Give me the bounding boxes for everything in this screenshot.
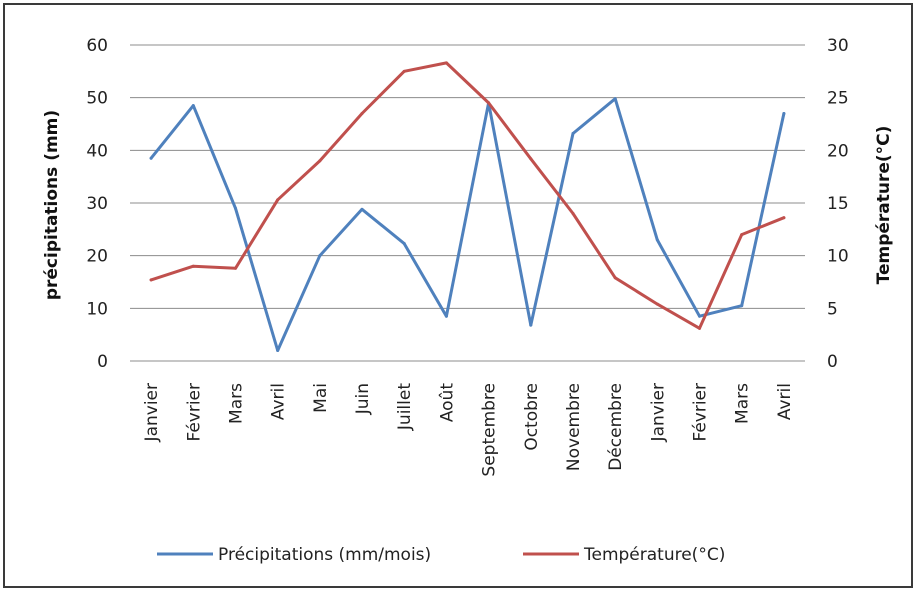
category-label: Septembre [480, 383, 500, 477]
temperature-point [444, 61, 448, 65]
right-tick-label: 30 [827, 36, 849, 56]
series-lines [149, 61, 786, 352]
temperature-point [571, 212, 575, 216]
category-axis-labels: Janvier Février Mars Avril Mai Juin Juillet Aoû… [142, 383, 795, 477]
category-label: Avril [269, 383, 289, 420]
precipitations-point [233, 206, 237, 210]
temperature-point [487, 101, 491, 105]
precipitations-point [698, 314, 702, 318]
temperature-point [318, 159, 322, 163]
right-tick-label: 20 [827, 141, 849, 161]
precipitations-point [529, 323, 533, 327]
category-label: Janvier [648, 383, 668, 442]
right-tick-label: 15 [827, 194, 849, 214]
category-label: Mars [733, 383, 753, 424]
category-label: Juin [353, 383, 373, 415]
precipitations-point [444, 314, 448, 318]
left-tick-label: 60 [86, 36, 108, 56]
temperature-point [149, 278, 153, 282]
right-tick-label: 10 [827, 247, 849, 267]
temperature-point [529, 157, 533, 161]
temperature-point [402, 69, 406, 73]
category-label: Août [437, 383, 457, 423]
precipitations-point [782, 111, 786, 115]
left-tick-label: 50 [86, 89, 108, 109]
category-label: Avril [775, 383, 795, 420]
temperature-line [149, 61, 786, 330]
precipitations-line [149, 97, 786, 352]
right-tick-label: 25 [827, 89, 849, 109]
precipitations-point [613, 97, 617, 101]
right-tick-label: 5 [827, 299, 838, 319]
precipitations-point [740, 304, 744, 308]
temperature-point [698, 326, 702, 330]
left-tick-label: 0 [97, 352, 108, 372]
temperature-point [360, 111, 364, 115]
precipitations-point [360, 207, 364, 211]
precipitations-point [191, 104, 195, 108]
temperature-point [191, 264, 195, 268]
temperature-point [782, 216, 786, 220]
legend: Précipitations (mm/mois) Température(°C) [157, 545, 725, 565]
precipitations-point [571, 131, 575, 135]
right-axis-title: Température(°C) [874, 126, 894, 285]
category-label: Janvier [142, 383, 162, 442]
left-tick-label: 40 [86, 141, 108, 161]
temperature-point [233, 266, 237, 270]
left-axis-ticks: 0 10 20 30 40 50 60 [86, 36, 108, 372]
temperature-point [740, 233, 744, 237]
precipitations-point [402, 242, 406, 246]
category-label: Novembre [564, 383, 584, 471]
category-label: Février [691, 383, 711, 442]
precipitations-point [276, 348, 280, 352]
right-tick-label: 0 [827, 352, 838, 372]
left-tick-label: 30 [86, 194, 108, 214]
precipitations-point [655, 238, 659, 242]
precipitations-point [149, 156, 153, 160]
category-label: Juillet [395, 383, 415, 431]
temperature-point [655, 302, 659, 306]
category-label: Mai [311, 383, 331, 413]
chart-frame: 0 10 20 30 40 50 60 0 5 10 15 20 25 30 Janvier Févrie… [3, 3, 913, 588]
category-label: Octobre [522, 383, 542, 451]
temperature-point [276, 198, 280, 202]
legend-label-precipitations: Précipitations (mm/mois) [218, 545, 431, 565]
temperature-point [613, 276, 617, 280]
precipitations-point [318, 254, 322, 258]
category-label: Février [184, 383, 204, 442]
left-axis-title: précipitations (mm) [42, 110, 62, 300]
left-tick-label: 20 [86, 247, 108, 267]
category-label: Décembre [606, 383, 626, 471]
legend-label-temperature: Température(°C) [583, 545, 725, 565]
right-axis-ticks: 0 5 10 15 20 25 30 [827, 36, 849, 372]
line-chart: 0 10 20 30 40 50 60 0 5 10 15 20 25 30 Janvier Févrie… [42, 36, 894, 565]
left-tick-label: 10 [86, 299, 108, 319]
category-label: Mars [226, 383, 246, 424]
